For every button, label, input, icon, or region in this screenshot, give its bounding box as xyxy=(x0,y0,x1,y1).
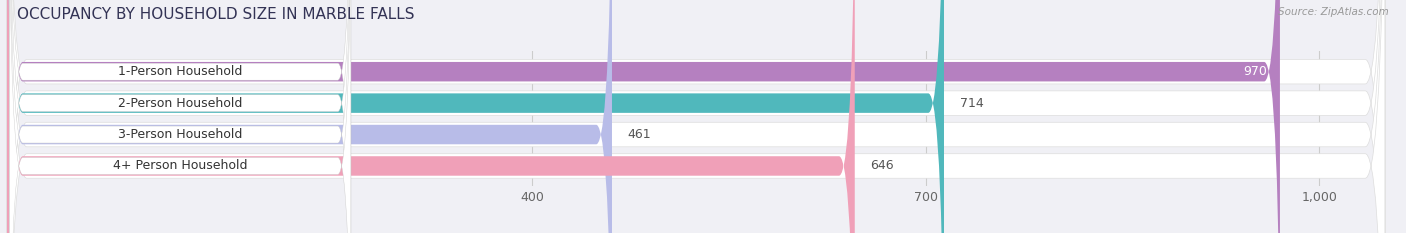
FancyBboxPatch shape xyxy=(7,0,1385,233)
Text: 4+ Person Household: 4+ Person Household xyxy=(112,159,247,172)
Text: 3-Person Household: 3-Person Household xyxy=(118,128,242,141)
FancyBboxPatch shape xyxy=(7,0,612,233)
Text: 646: 646 xyxy=(870,159,894,172)
FancyBboxPatch shape xyxy=(7,0,1279,233)
FancyBboxPatch shape xyxy=(7,0,1385,233)
Text: 714: 714 xyxy=(960,97,983,110)
Text: 970: 970 xyxy=(1243,65,1267,78)
FancyBboxPatch shape xyxy=(10,0,352,233)
Text: OCCUPANCY BY HOUSEHOLD SIZE IN MARBLE FALLS: OCCUPANCY BY HOUSEHOLD SIZE IN MARBLE FA… xyxy=(17,7,415,22)
Text: 1-Person Household: 1-Person Household xyxy=(118,65,242,78)
FancyBboxPatch shape xyxy=(7,0,1385,233)
Text: 2-Person Household: 2-Person Household xyxy=(118,97,242,110)
Text: 461: 461 xyxy=(627,128,651,141)
FancyBboxPatch shape xyxy=(10,0,352,233)
FancyBboxPatch shape xyxy=(7,0,943,233)
FancyBboxPatch shape xyxy=(7,0,855,233)
FancyBboxPatch shape xyxy=(7,0,1385,233)
FancyBboxPatch shape xyxy=(10,0,352,233)
FancyBboxPatch shape xyxy=(10,0,352,233)
Text: Source: ZipAtlas.com: Source: ZipAtlas.com xyxy=(1278,7,1389,17)
